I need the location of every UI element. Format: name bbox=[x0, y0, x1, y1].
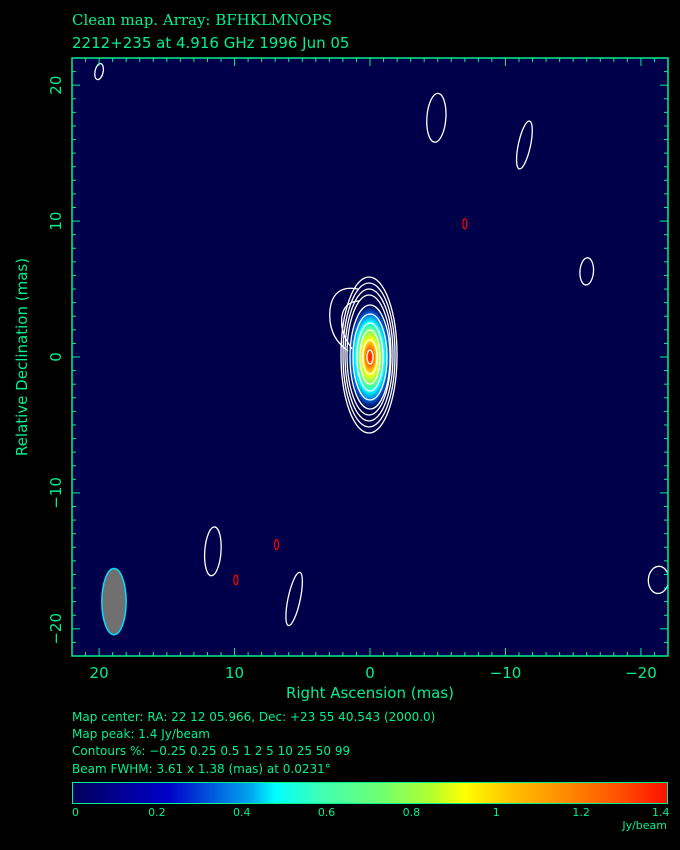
contour-level-8 bbox=[342, 282, 396, 428]
contour-level-2 bbox=[359, 329, 381, 385]
contour-extension bbox=[340, 300, 361, 350]
map-title: Clean map. Array: BFHKLMNOPS bbox=[72, 11, 333, 29]
y-tick-label: 0 bbox=[47, 352, 65, 362]
contour-island bbox=[515, 120, 533, 170]
x-tick-label: 10 bbox=[225, 664, 244, 682]
contour-level-6 bbox=[346, 294, 392, 416]
colorbar-unit: Jy/beam bbox=[622, 819, 667, 832]
contour-level-7 bbox=[344, 288, 394, 422]
colorbar-tick-label: 0.8 bbox=[402, 806, 421, 819]
colorbar-tick-label: 0.4 bbox=[232, 806, 251, 819]
beam-info: Beam FWHM: 3.61 x 1.38 (mas) at 0.0231° bbox=[72, 762, 331, 776]
y-tick-label: 20 bbox=[47, 76, 65, 95]
negative-contour bbox=[273, 538, 280, 551]
contour-island bbox=[94, 62, 105, 81]
beam-ellipse bbox=[101, 567, 127, 636]
negative-contour bbox=[233, 574, 239, 586]
map-peak-info: Map peak: 1.4 Jy/beam bbox=[72, 727, 210, 741]
contour-island bbox=[426, 92, 447, 143]
x-tick-label: −20 bbox=[625, 664, 657, 682]
source-intensity bbox=[346, 301, 394, 413]
colorbar bbox=[72, 782, 668, 804]
x-tick-label: −10 bbox=[490, 664, 522, 682]
contour-island bbox=[203, 526, 222, 577]
contours-info: Contours %: −0.25 0.25 0.5 1 2 5 10 25 5… bbox=[72, 744, 351, 758]
contour-level-9 bbox=[340, 276, 398, 434]
x-tick-label: 20 bbox=[90, 664, 109, 682]
contour-level-1 bbox=[362, 339, 378, 375]
contour-island bbox=[285, 571, 304, 627]
map-center-info: Map center: RA: 22 12 05.966, Dec: +23 5… bbox=[72, 710, 436, 724]
contour-island bbox=[647, 565, 668, 595]
contour-extension bbox=[329, 287, 359, 352]
y-tick-label: 10 bbox=[47, 212, 65, 231]
colorbar-tick-label: 1 bbox=[492, 806, 500, 819]
colorbar-tick-label: 1.2 bbox=[572, 806, 590, 819]
contour-level-0 bbox=[366, 349, 374, 365]
y-tick-label: −20 bbox=[47, 613, 65, 645]
colorbar-tick-label: 0 bbox=[72, 806, 79, 819]
contour-island bbox=[579, 257, 595, 286]
colorbar-tick-label: 0.2 bbox=[148, 806, 166, 819]
y-tick-label: −10 bbox=[47, 477, 65, 509]
colorbar-tick-label: 1.4 bbox=[652, 806, 670, 819]
x-axis-label: Right Ascension (mas) bbox=[286, 684, 454, 702]
colorbar-tick-label: 0.6 bbox=[317, 806, 336, 819]
x-tick-label: 0 bbox=[365, 664, 375, 682]
map-subtitle: 2212+235 at 4.916 GHz 1996 Jun 05 bbox=[72, 34, 350, 52]
contour-level-3 bbox=[356, 322, 384, 392]
y-axis-label: Relative Declination (mas) bbox=[13, 258, 31, 456]
negative-contour bbox=[462, 218, 468, 230]
contour-level-5 bbox=[349, 304, 391, 410]
contour-level-4 bbox=[352, 313, 388, 401]
